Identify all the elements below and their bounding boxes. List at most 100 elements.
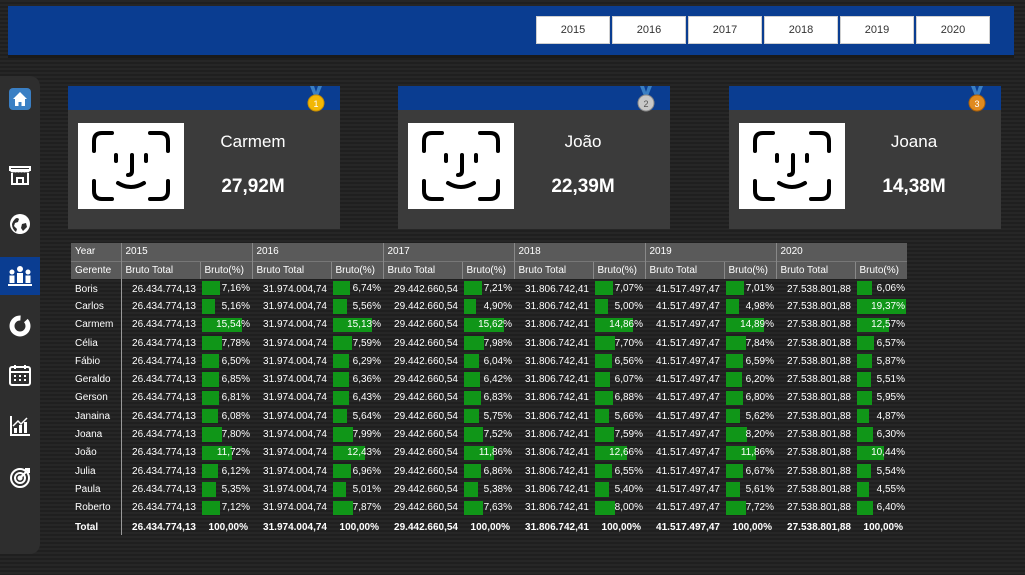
table-row[interactable]: Paula 26.434.774,13 5,35% 31.974.004,74 5,01… — [71, 480, 907, 499]
pct-data-bar — [464, 299, 477, 314]
target-icon[interactable] — [0, 459, 40, 497]
year-header[interactable]: 2016 — [251, 243, 383, 261]
bruto-pct-cell: 5,61% — [724, 480, 776, 498]
pct-value: 6,29% — [352, 355, 381, 367]
home-icon[interactable] — [0, 80, 40, 118]
pct-value: 7,12% — [221, 502, 250, 514]
pct-data-bar — [595, 281, 614, 296]
table-row[interactable]: Geraldo 26.434.774,13 6,85% 31.974.004,74 6,… — [71, 370, 907, 389]
pct-data-bar — [726, 500, 746, 515]
gerente-name: Fábio — [71, 352, 122, 371]
gerente-name: Joana — [71, 425, 122, 444]
table-row[interactable]: Janaina 26.434.774,13 6,08% 31.974.004,74 5,… — [71, 407, 907, 426]
col-header-total[interactable]: Bruto Total — [513, 260, 593, 279]
gerente-name: Geraldo — [71, 370, 122, 389]
bruto-pct-cell: 7,78% — [200, 334, 252, 352]
bar-chart-icon[interactable] — [0, 407, 40, 445]
bruto-total-cell: 29.442.660,54 — [394, 284, 458, 296]
pct-value: 7,63% — [483, 502, 512, 514]
year-header[interactable]: 2017 — [382, 243, 514, 261]
year-header[interactable]: 2018 — [513, 243, 645, 261]
year-button-2015[interactable]: 2015 — [536, 16, 610, 44]
table-row[interactable]: Célia 26.434.774,13 7,78% 31.974.004,74 7,59… — [71, 333, 907, 353]
col-header-pct[interactable]: Bruto(%) — [854, 260, 907, 279]
bruto-total-cell: 27.538.801,88 — [787, 502, 851, 514]
bruto-pct-cell: 7,01% — [724, 279, 776, 297]
pct-value: 7,59% — [352, 337, 381, 349]
pct-data-bar — [202, 409, 218, 424]
bruto-total-cell: 31.974.004,74 — [263, 319, 327, 331]
table-row[interactable]: Julia 26.434.774,13 6,12% 31.974.004,74 6,96… — [71, 461, 907, 481]
store-icon[interactable] — [0, 156, 40, 194]
year-header[interactable]: 2015 — [120, 243, 252, 261]
col-header-pct[interactable]: Bruto(%) — [461, 260, 514, 279]
year-button-2019[interactable]: 2019 — [840, 16, 914, 44]
col-header-total[interactable]: Bruto Total — [120, 260, 200, 279]
year-header[interactable]: 2019 — [644, 243, 776, 261]
bruto-pct-cell: 5,35% — [200, 480, 252, 498]
donut-chart-icon[interactable] — [0, 307, 40, 345]
globe-icon[interactable] — [0, 205, 40, 243]
bruto-pct-cell: 5,54% — [855, 462, 907, 480]
bruto-total-cell: 31.806.742,41 — [525, 284, 589, 296]
table-row[interactable]: Joana 26.434.774,13 7,80% 31.974.004,74 7,99… — [71, 425, 907, 444]
svg-text:1: 1 — [313, 99, 318, 109]
bruto-pct-cell: 7,87% — [331, 499, 383, 517]
pct-data-bar — [333, 482, 346, 497]
pct-data-bar — [857, 317, 890, 332]
team-icon[interactable] — [0, 257, 40, 295]
table-row[interactable]: Boris 26.434.774,13 7,16% 31.974.004,74 6,74… — [71, 279, 907, 298]
year-header-row: Year 2015 2016 2017 2018 2019 2020 — [71, 243, 907, 261]
col-header-total[interactable]: Bruto Total — [382, 260, 462, 279]
bruto-pct-cell: 5,40% — [593, 480, 645, 498]
col-header-pct[interactable]: Bruto(%) — [723, 260, 776, 279]
year-button-2020[interactable]: 2020 — [916, 16, 990, 44]
pct-value: 7,21% — [483, 282, 512, 294]
bruto-total-cell: 41.517.497,47 — [656, 284, 720, 296]
pct-value: 12,43% — [347, 447, 381, 459]
pct-data-bar — [333, 372, 350, 387]
col-header-total[interactable]: Bruto Total — [775, 260, 855, 279]
bruto-total-cell: 31.806.742,41 — [525, 355, 589, 367]
table-row[interactable]: Fábio 26.434.774,13 6,50% 31.974.004,74 6,29… — [71, 352, 907, 371]
table-row[interactable]: Gerson 26.434.774,13 6,81% 31.974.004,74 6,4… — [71, 388, 907, 408]
year-button-2018[interactable]: 2018 — [764, 16, 838, 44]
table-row[interactable]: Roberto 26.434.774,13 7,12% 31.974.004,74 7,… — [71, 498, 907, 517]
pct-value: 7,16% — [221, 282, 250, 294]
pct-value: 6,96% — [352, 465, 381, 477]
pct-value: 14,86% — [609, 319, 643, 331]
bruto-pct-cell: 4,55% — [855, 480, 907, 498]
col-header-total[interactable]: Bruto Total — [644, 260, 724, 279]
total-row: Total 26.434.774,13 100,00% 31.974.004,74 10… — [71, 516, 907, 536]
bruto-pct-cell: 7,59% — [331, 334, 383, 352]
pct-value: 7,84% — [745, 337, 774, 349]
col-header-pct[interactable]: Bruto(%) — [592, 260, 645, 279]
table-row[interactable]: João 26.434.774,13 11,72% 31.974.004,74 12,4… — [71, 443, 907, 462]
bruto-pct-cell: 6,04% — [462, 352, 514, 370]
pct-value: 5,61% — [745, 483, 774, 495]
row-header-label[interactable]: Gerente — [71, 260, 121, 279]
pct-data-bar — [333, 463, 351, 479]
top-card-value: 22,39M — [551, 176, 615, 197]
year-header[interactable]: 2020 — [775, 243, 907, 261]
face-avatar-icon — [78, 123, 184, 209]
col-header-pct[interactable]: Bruto(%) — [199, 260, 252, 279]
bruto-total-cell: 31.806.742,41 — [525, 337, 589, 349]
table-row[interactable]: Carmem 26.434.774,13 15,54% 31.974.004,74 15… — [71, 315, 907, 334]
calendar-icon[interactable] — [0, 356, 40, 394]
total-value-cell: 27.538.801,88 — [787, 521, 851, 533]
bruto-total-cell: 31.974.004,74 — [263, 300, 327, 312]
year-button-2016[interactable]: 2016 — [612, 16, 686, 44]
table-row[interactable]: Carlos 26.434.774,13 5,16% 31.974.004,74 5,5… — [71, 297, 907, 316]
bruto-total-cell: 29.442.660,54 — [394, 429, 458, 441]
col-header-pct[interactable]: Bruto(%) — [330, 260, 383, 279]
pct-value: 7,87% — [352, 502, 381, 514]
bruto-pct-cell: 5,01% — [331, 480, 383, 498]
pct-data-bar — [202, 354, 219, 369]
col-header-total[interactable]: Bruto Total — [251, 260, 331, 279]
bruto-total-cell: 31.806.742,41 — [525, 374, 589, 386]
top-card-name: Joana — [890, 132, 938, 151]
year-button-2017[interactable]: 2017 — [688, 16, 762, 44]
bruto-total-cell: 31.974.004,74 — [263, 465, 327, 477]
card-header: 3 — [729, 86, 1001, 112]
